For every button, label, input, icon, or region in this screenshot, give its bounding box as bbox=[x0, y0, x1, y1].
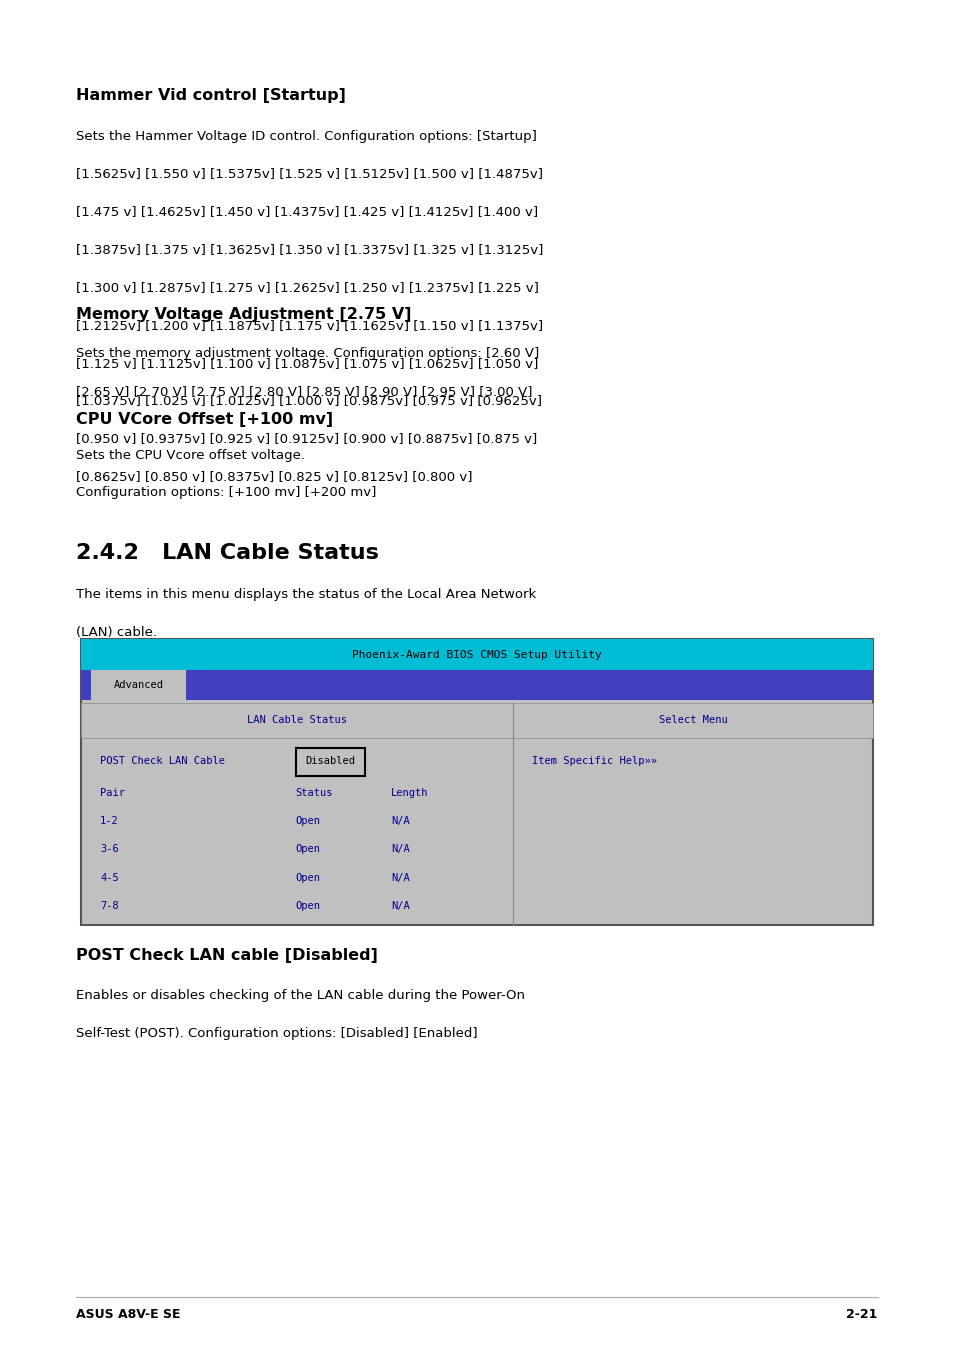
Text: LAN Cable Status: LAN Cable Status bbox=[247, 715, 347, 725]
Text: [1.5625v] [1.550 v] [1.5375v] [1.525 v] [1.5125v] [1.500 v] [1.4875v]: [1.5625v] [1.550 v] [1.5375v] [1.525 v] … bbox=[76, 168, 543, 181]
Text: Pair: Pair bbox=[100, 788, 125, 797]
Text: [1.2125v] [1.200 v] [1.1875v] [1.175 v] [1.1625v] [1.150 v] [1.1375v]: [1.2125v] [1.200 v] [1.1875v] [1.175 v] … bbox=[76, 319, 543, 332]
Text: [1.300 v] [1.2875v] [1.275 v] [1.2625v] [1.250 v] [1.2375v] [1.225 v]: [1.300 v] [1.2875v] [1.275 v] [1.2625v] … bbox=[76, 281, 538, 295]
Text: The items in this menu displays the status of the Local Area Network: The items in this menu displays the stat… bbox=[76, 588, 536, 601]
Text: Disabled: Disabled bbox=[305, 757, 355, 766]
Text: Phoenix-Award BIOS CMOS Setup Utility: Phoenix-Award BIOS CMOS Setup Utility bbox=[352, 650, 601, 659]
Text: 3-6: 3-6 bbox=[100, 844, 119, 854]
Text: N/A: N/A bbox=[391, 844, 410, 854]
Text: Configuration options: [+100 mv] [+200 mv]: Configuration options: [+100 mv] [+200 m… bbox=[76, 486, 376, 500]
Text: 2-21: 2-21 bbox=[845, 1308, 877, 1321]
Text: CPU VCore Offset [+100 mv]: CPU VCore Offset [+100 mv] bbox=[76, 412, 334, 427]
Text: POST Check LAN Cable: POST Check LAN Cable bbox=[100, 757, 225, 766]
FancyBboxPatch shape bbox=[295, 748, 365, 777]
FancyBboxPatch shape bbox=[81, 639, 872, 670]
Text: Open: Open bbox=[295, 816, 320, 825]
Text: Length: Length bbox=[391, 788, 428, 797]
FancyBboxPatch shape bbox=[91, 670, 186, 700]
FancyBboxPatch shape bbox=[81, 670, 872, 700]
Text: Sets the CPU Vcore offset voltage.: Sets the CPU Vcore offset voltage. bbox=[76, 449, 305, 462]
FancyBboxPatch shape bbox=[81, 639, 872, 925]
Text: Sets the memory adjustment voltage. Configuration options: [2.60 V]: Sets the memory adjustment voltage. Conf… bbox=[76, 347, 539, 361]
Text: Hammer Vid control [Startup]: Hammer Vid control [Startup] bbox=[76, 88, 346, 103]
Text: ASUS A8V-E SE: ASUS A8V-E SE bbox=[76, 1308, 181, 1321]
Text: Open: Open bbox=[295, 844, 320, 854]
Text: [1.475 v] [1.4625v] [1.450 v] [1.4375v] [1.425 v] [1.4125v] [1.400 v]: [1.475 v] [1.4625v] [1.450 v] [1.4375v] … bbox=[76, 205, 537, 219]
Text: 7-8: 7-8 bbox=[100, 901, 119, 911]
Text: 1-2: 1-2 bbox=[100, 816, 119, 825]
Text: Enables or disables checking of the LAN cable during the Power-On: Enables or disables checking of the LAN … bbox=[76, 989, 525, 1002]
Text: [1.3875v] [1.375 v] [1.3625v] [1.350 v] [1.3375v] [1.325 v] [1.3125v]: [1.3875v] [1.375 v] [1.3625v] [1.350 v] … bbox=[76, 243, 543, 257]
Text: Item Specific Help»»: Item Specific Help»» bbox=[532, 757, 657, 766]
Text: POST Check LAN cable [Disabled]: POST Check LAN cable [Disabled] bbox=[76, 948, 377, 963]
Text: Open: Open bbox=[295, 873, 320, 882]
Text: Self-Test (POST). Configuration options: [Disabled] [Enabled]: Self-Test (POST). Configuration options:… bbox=[76, 1027, 477, 1040]
FancyBboxPatch shape bbox=[81, 703, 872, 738]
Text: 2.4.2   LAN Cable Status: 2.4.2 LAN Cable Status bbox=[76, 543, 378, 563]
Text: Open: Open bbox=[295, 901, 320, 911]
Text: 4-5: 4-5 bbox=[100, 873, 119, 882]
Text: Advanced: Advanced bbox=[113, 680, 163, 690]
Text: [1.0375v] [1.025 v] [1.0125v] [1.000 v] [0.9875v] [0.975 v] [0.9625v]: [1.0375v] [1.025 v] [1.0125v] [1.000 v] … bbox=[76, 394, 541, 408]
Text: N/A: N/A bbox=[391, 873, 410, 882]
Text: [0.950 v] [0.9375v] [0.925 v] [0.9125v] [0.900 v] [0.8875v] [0.875 v]: [0.950 v] [0.9375v] [0.925 v] [0.9125v] … bbox=[76, 432, 537, 446]
Text: [0.8625v] [0.850 v] [0.8375v] [0.825 v] [0.8125v] [0.800 v]: [0.8625v] [0.850 v] [0.8375v] [0.825 v] … bbox=[76, 470, 473, 484]
Text: (LAN) cable.: (LAN) cable. bbox=[76, 626, 157, 639]
Text: N/A: N/A bbox=[391, 816, 410, 825]
Text: [1.125 v] [1.1125v] [1.100 v] [1.0875v] [1.075 v] [1.0625v] [1.050 v]: [1.125 v] [1.1125v] [1.100 v] [1.0875v] … bbox=[76, 357, 538, 370]
Text: N/A: N/A bbox=[391, 901, 410, 911]
Text: Memory Voltage Adjustment [2.75 V]: Memory Voltage Adjustment [2.75 V] bbox=[76, 307, 412, 322]
Text: [2.65 V] [2.70 V] [2.75 V] [2.80 V] [2.85 V] [2.90 V] [2.95 V] [3.00 V]: [2.65 V] [2.70 V] [2.75 V] [2.80 V] [2.8… bbox=[76, 385, 533, 399]
Text: Sets the Hammer Voltage ID control. Configuration options: [Startup]: Sets the Hammer Voltage ID control. Conf… bbox=[76, 130, 537, 143]
Text: Select Menu: Select Menu bbox=[658, 715, 727, 725]
Text: Status: Status bbox=[295, 788, 333, 797]
